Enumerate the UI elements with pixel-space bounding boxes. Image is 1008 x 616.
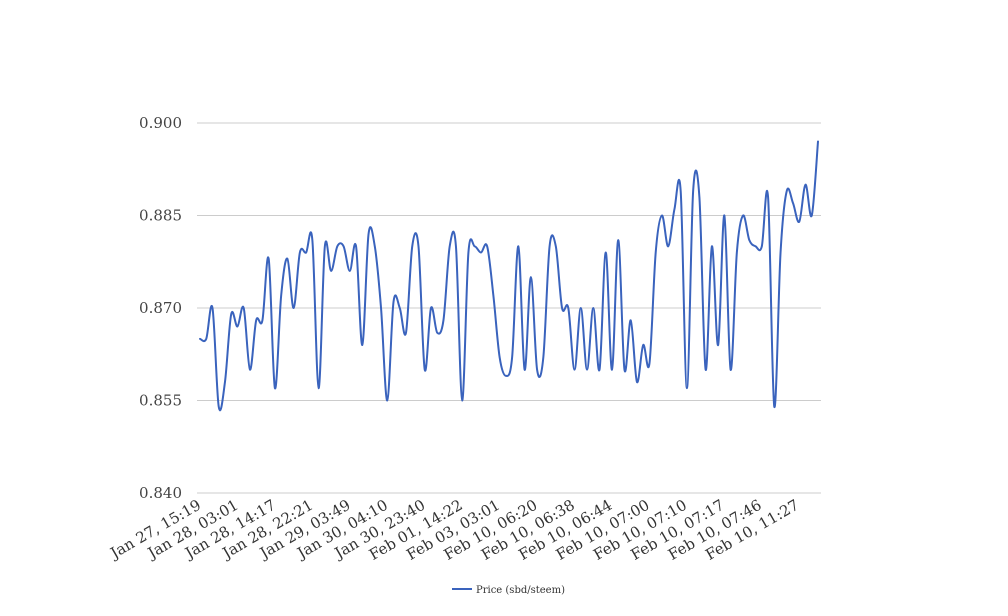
y-tick-label: 0.840 bbox=[139, 484, 182, 502]
y-tick-label: 0.870 bbox=[139, 299, 182, 317]
legend-label-price: Price (sbd/steem) bbox=[476, 585, 565, 596]
y-tick-label: 0.900 bbox=[139, 114, 182, 132]
gridlines bbox=[197, 122, 821, 494]
y-tick-label: 0.855 bbox=[139, 392, 182, 410]
y-axis-ticks: 0.840 0.855 0.870 0.885 0.900 bbox=[139, 114, 182, 502]
y-tick-label: 0.885 bbox=[139, 207, 182, 225]
series-line-price bbox=[199, 140, 819, 412]
legend: Price (sbd/steem) bbox=[452, 585, 565, 596]
